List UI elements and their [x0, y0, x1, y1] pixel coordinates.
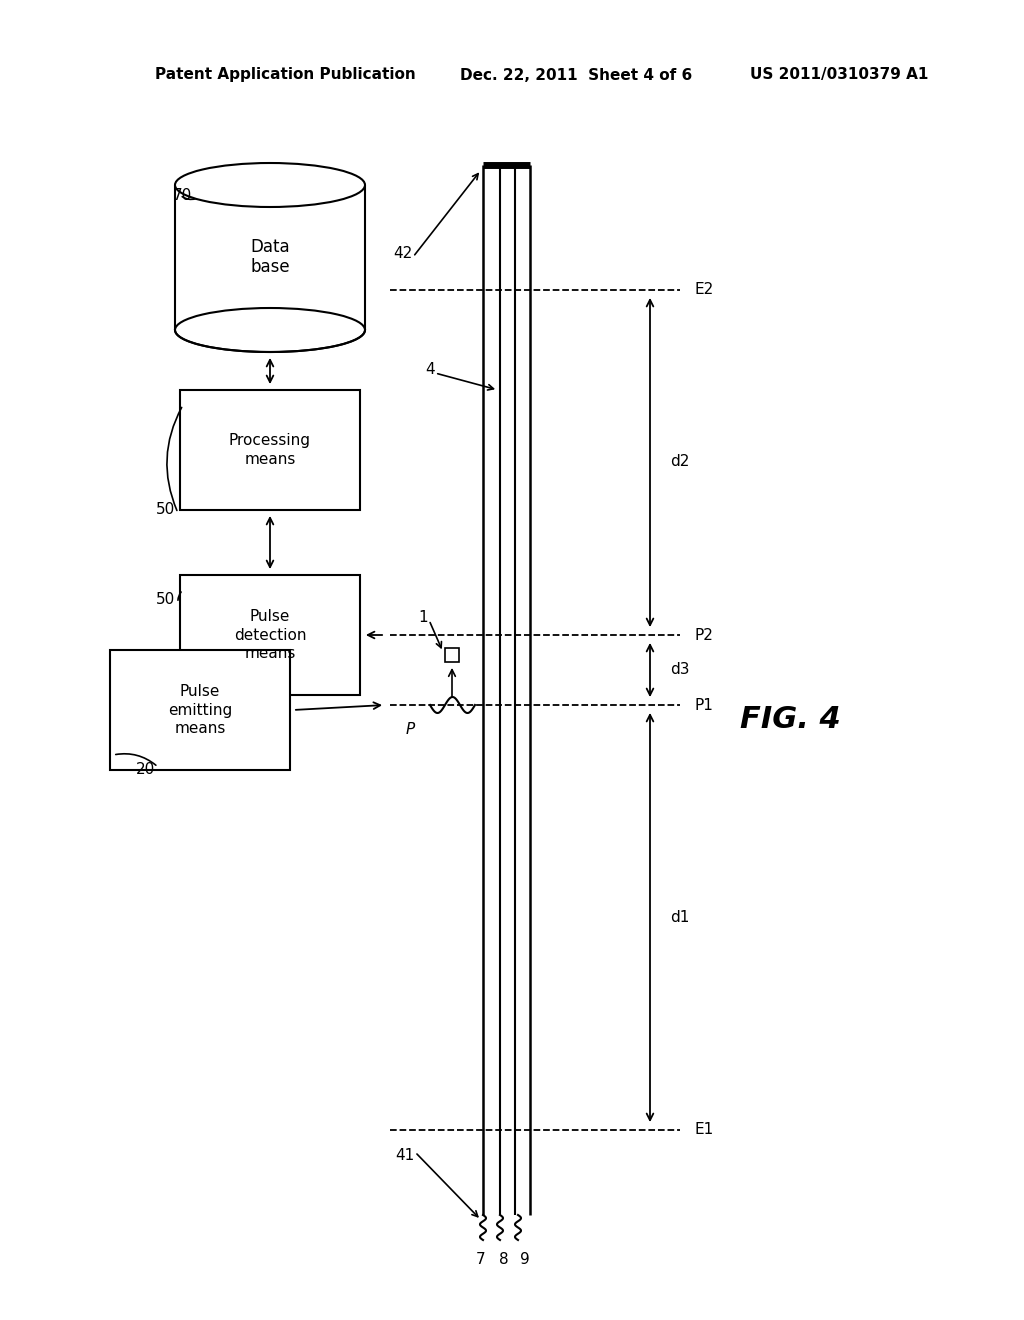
- Text: Pulse
detection
means: Pulse detection means: [233, 609, 306, 661]
- Bar: [445, 648, 459, 663]
- Text: Dec. 22, 2011  Sheet 4 of 6: Dec. 22, 2011 Sheet 4 of 6: [460, 67, 692, 82]
- Ellipse shape: [175, 308, 365, 352]
- Text: d2: d2: [670, 454, 689, 470]
- Text: 41: 41: [395, 1147, 415, 1163]
- Text: Pulse
emitting
means: Pulse emitting means: [168, 684, 232, 737]
- Ellipse shape: [175, 162, 365, 207]
- Text: E1: E1: [695, 1122, 715, 1138]
- Text: Processing
means: Processing means: [229, 433, 311, 467]
- Text: Patent Application Publication: Patent Application Publication: [155, 67, 416, 82]
- Text: Data
base: Data base: [250, 238, 290, 276]
- Text: FIG. 4: FIG. 4: [739, 705, 841, 734]
- Text: US 2011/0310379 A1: US 2011/0310379 A1: [750, 67, 929, 82]
- Text: d3: d3: [670, 663, 689, 677]
- Text: 50: 50: [156, 503, 175, 517]
- Text: 70: 70: [173, 187, 193, 202]
- Text: 50: 50: [156, 593, 175, 607]
- Text: P2: P2: [695, 627, 714, 643]
- Bar: [180, 389, 360, 510]
- Text: P1: P1: [695, 697, 714, 713]
- Text: 8: 8: [499, 1253, 509, 1267]
- Text: 20: 20: [136, 763, 155, 777]
- Text: E2: E2: [695, 282, 715, 297]
- Text: d1: d1: [670, 909, 689, 924]
- Text: 4: 4: [425, 363, 435, 378]
- Text: 7: 7: [476, 1253, 485, 1267]
- Bar: [110, 649, 290, 770]
- Bar: [180, 576, 360, 696]
- Text: P: P: [406, 722, 415, 738]
- Text: 9: 9: [520, 1253, 529, 1267]
- Text: 42: 42: [393, 246, 412, 260]
- Text: 1: 1: [419, 610, 428, 626]
